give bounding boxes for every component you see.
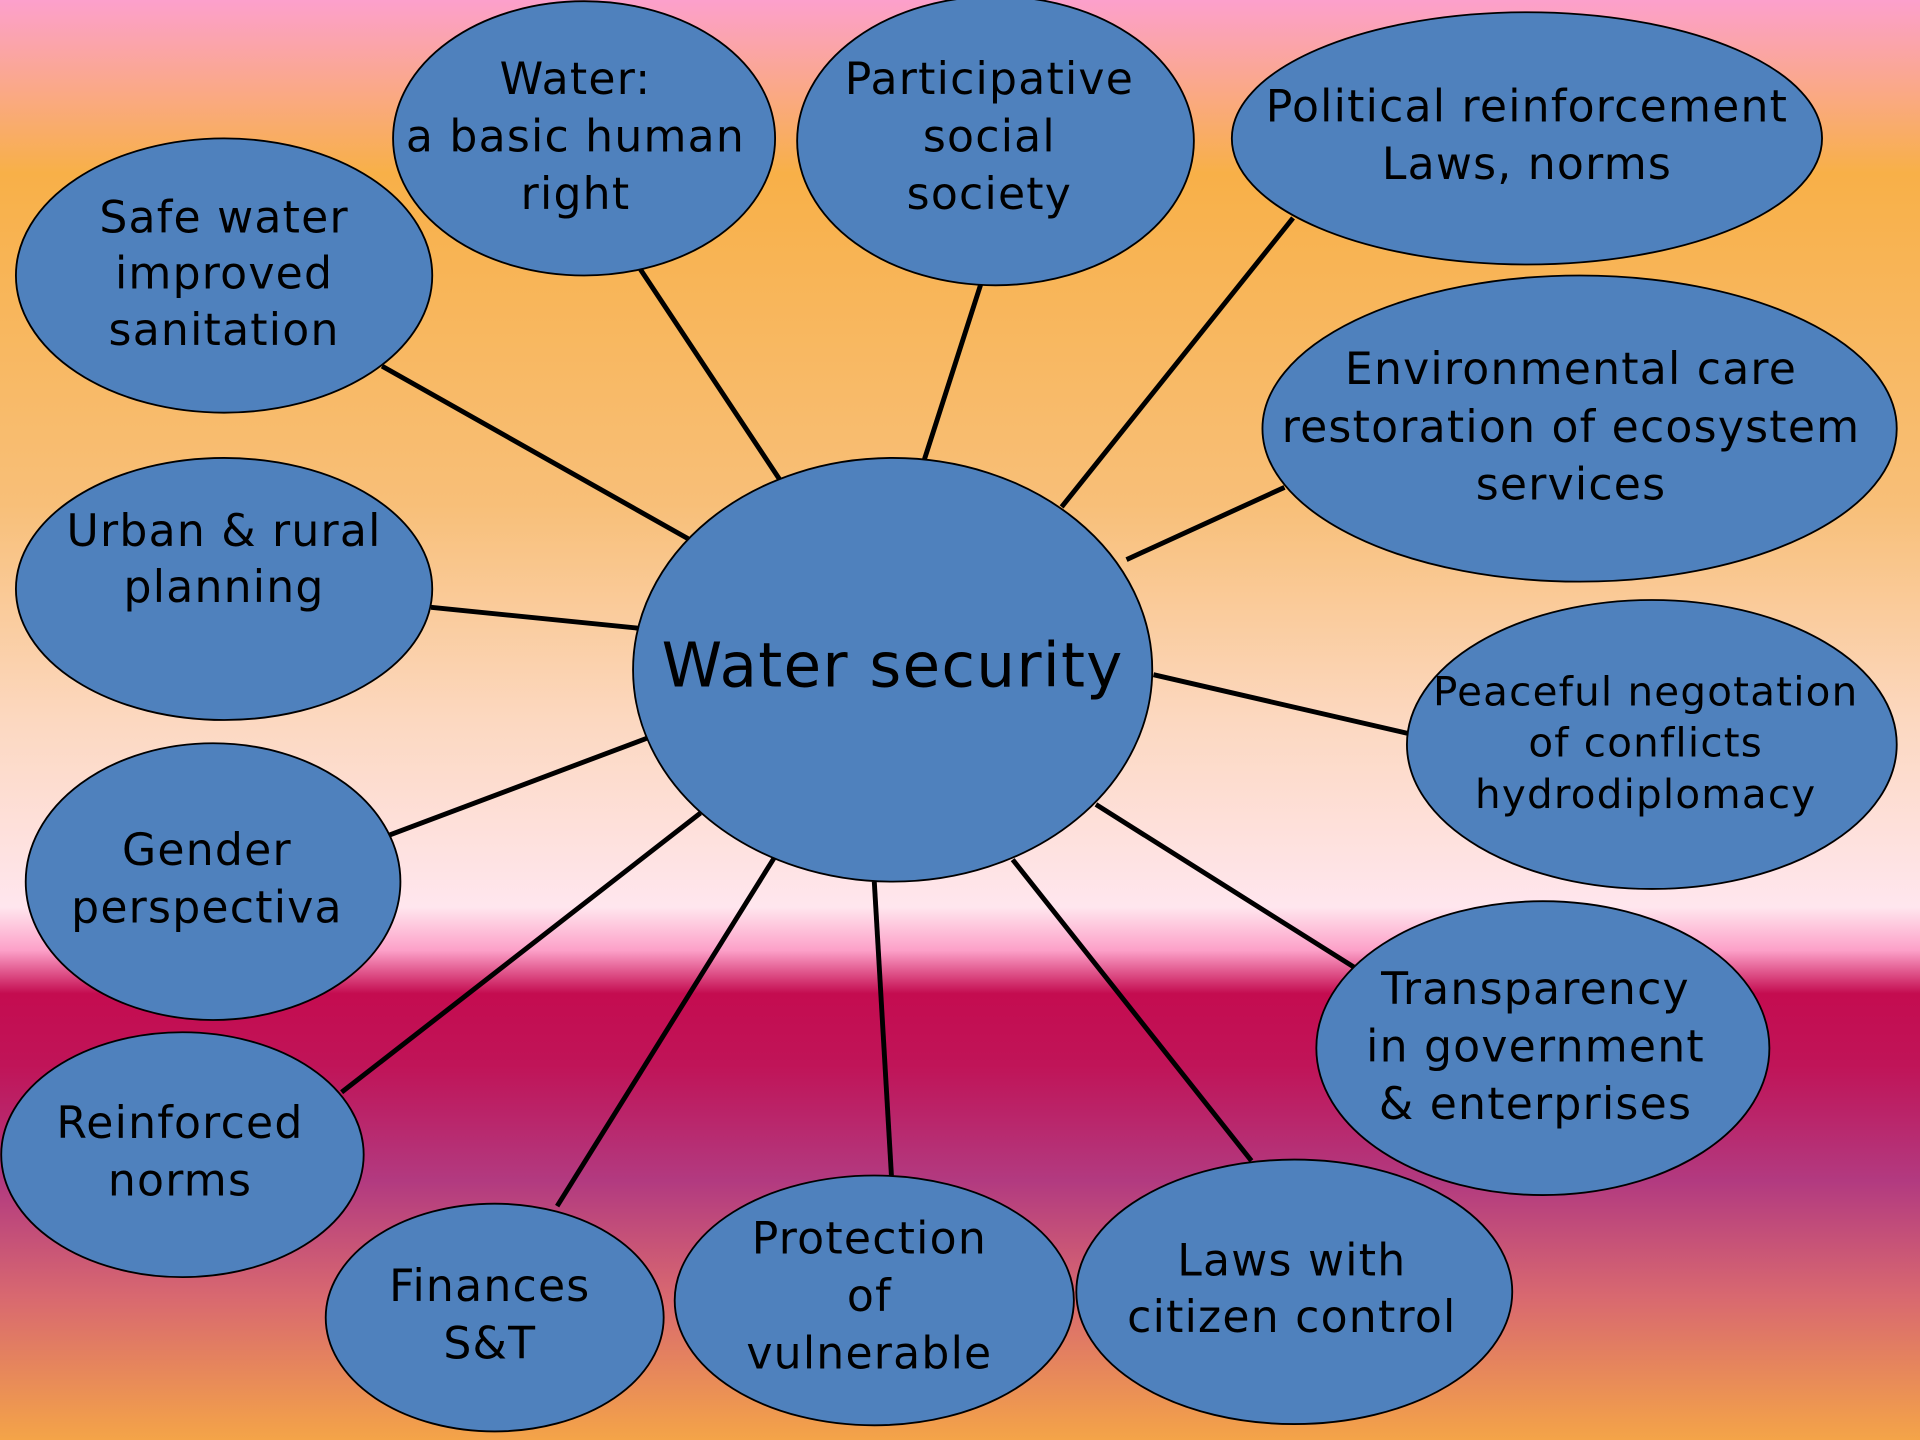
node-label: Environmental care — [1345, 344, 1797, 395]
connector — [1059, 216, 1295, 509]
connector — [430, 604, 639, 631]
node-label: of conflicts — [1528, 719, 1763, 767]
connector — [1094, 802, 1356, 970]
node-label: Participative — [845, 54, 1134, 105]
node-bubble — [1261, 274, 1898, 583]
node-label: Peaceful negotation — [1433, 667, 1858, 715]
connector — [638, 268, 783, 482]
center-bubble — [632, 457, 1154, 883]
node-bubble — [15, 457, 434, 721]
node-label: of — [847, 1271, 892, 1322]
node-bubble — [24, 742, 402, 1021]
links — [340, 216, 1409, 1208]
node-label: Urban & rural — [67, 506, 382, 557]
connector — [1010, 858, 1254, 1163]
connector — [555, 857, 776, 1208]
node-label: Safe water — [99, 192, 348, 243]
node-label: Finances — [389, 1261, 590, 1312]
node-label: Protection — [752, 1214, 987, 1265]
node-label: society — [907, 169, 1072, 220]
node-label: Water: — [500, 54, 652, 105]
connector — [871, 881, 894, 1176]
node-label: S&T — [443, 1318, 536, 1369]
node-label: improved — [115, 249, 333, 300]
node-label: a basic human — [406, 112, 745, 163]
node-bubble — [0, 1031, 365, 1279]
center-label: Water security — [662, 630, 1124, 701]
connector — [388, 736, 648, 838]
node-bubble — [796, 0, 1195, 287]
node-label: hydrodiplomacy — [1475, 770, 1816, 818]
node-label: Reinforced — [56, 1098, 303, 1149]
node-label: services — [1476, 459, 1667, 510]
node-label: sanitation — [109, 305, 340, 356]
node-bubble — [324, 1202, 665, 1433]
node-label: Gender — [122, 825, 292, 876]
node-label: vulnerable — [746, 1329, 992, 1380]
node-label: perspectiva — [71, 882, 343, 933]
node-bubble — [1315, 900, 1771, 1197]
node-label: planning — [124, 562, 325, 613]
node-bubble — [392, 0, 777, 277]
connector — [380, 363, 690, 541]
node-label: right — [521, 169, 631, 220]
node-label: in government — [1366, 1021, 1705, 1072]
node-bubble — [15, 137, 434, 414]
connector — [1125, 485, 1286, 562]
connector — [340, 811, 702, 1095]
node-label: Political reinforcement — [1266, 82, 1788, 133]
node-label: restoration of ecosystem — [1282, 402, 1861, 453]
node-label: Transparency — [1380, 964, 1690, 1015]
connector — [1152, 672, 1409, 736]
node-label: norms — [108, 1155, 252, 1206]
node-label: & enterprises — [1379, 1079, 1692, 1130]
node-bubble — [1406, 599, 1898, 890]
node-label: Laws with — [1177, 1236, 1406, 1287]
node-bubble — [673, 1174, 1075, 1427]
node-label: Laws, norms — [1382, 139, 1672, 190]
connector — [922, 283, 984, 460]
node-label: citizen control — [1127, 1292, 1456, 1343]
node-label: social — [923, 112, 1056, 163]
node-bubble — [1075, 1158, 1514, 1425]
node-bubble — [1230, 11, 1823, 266]
